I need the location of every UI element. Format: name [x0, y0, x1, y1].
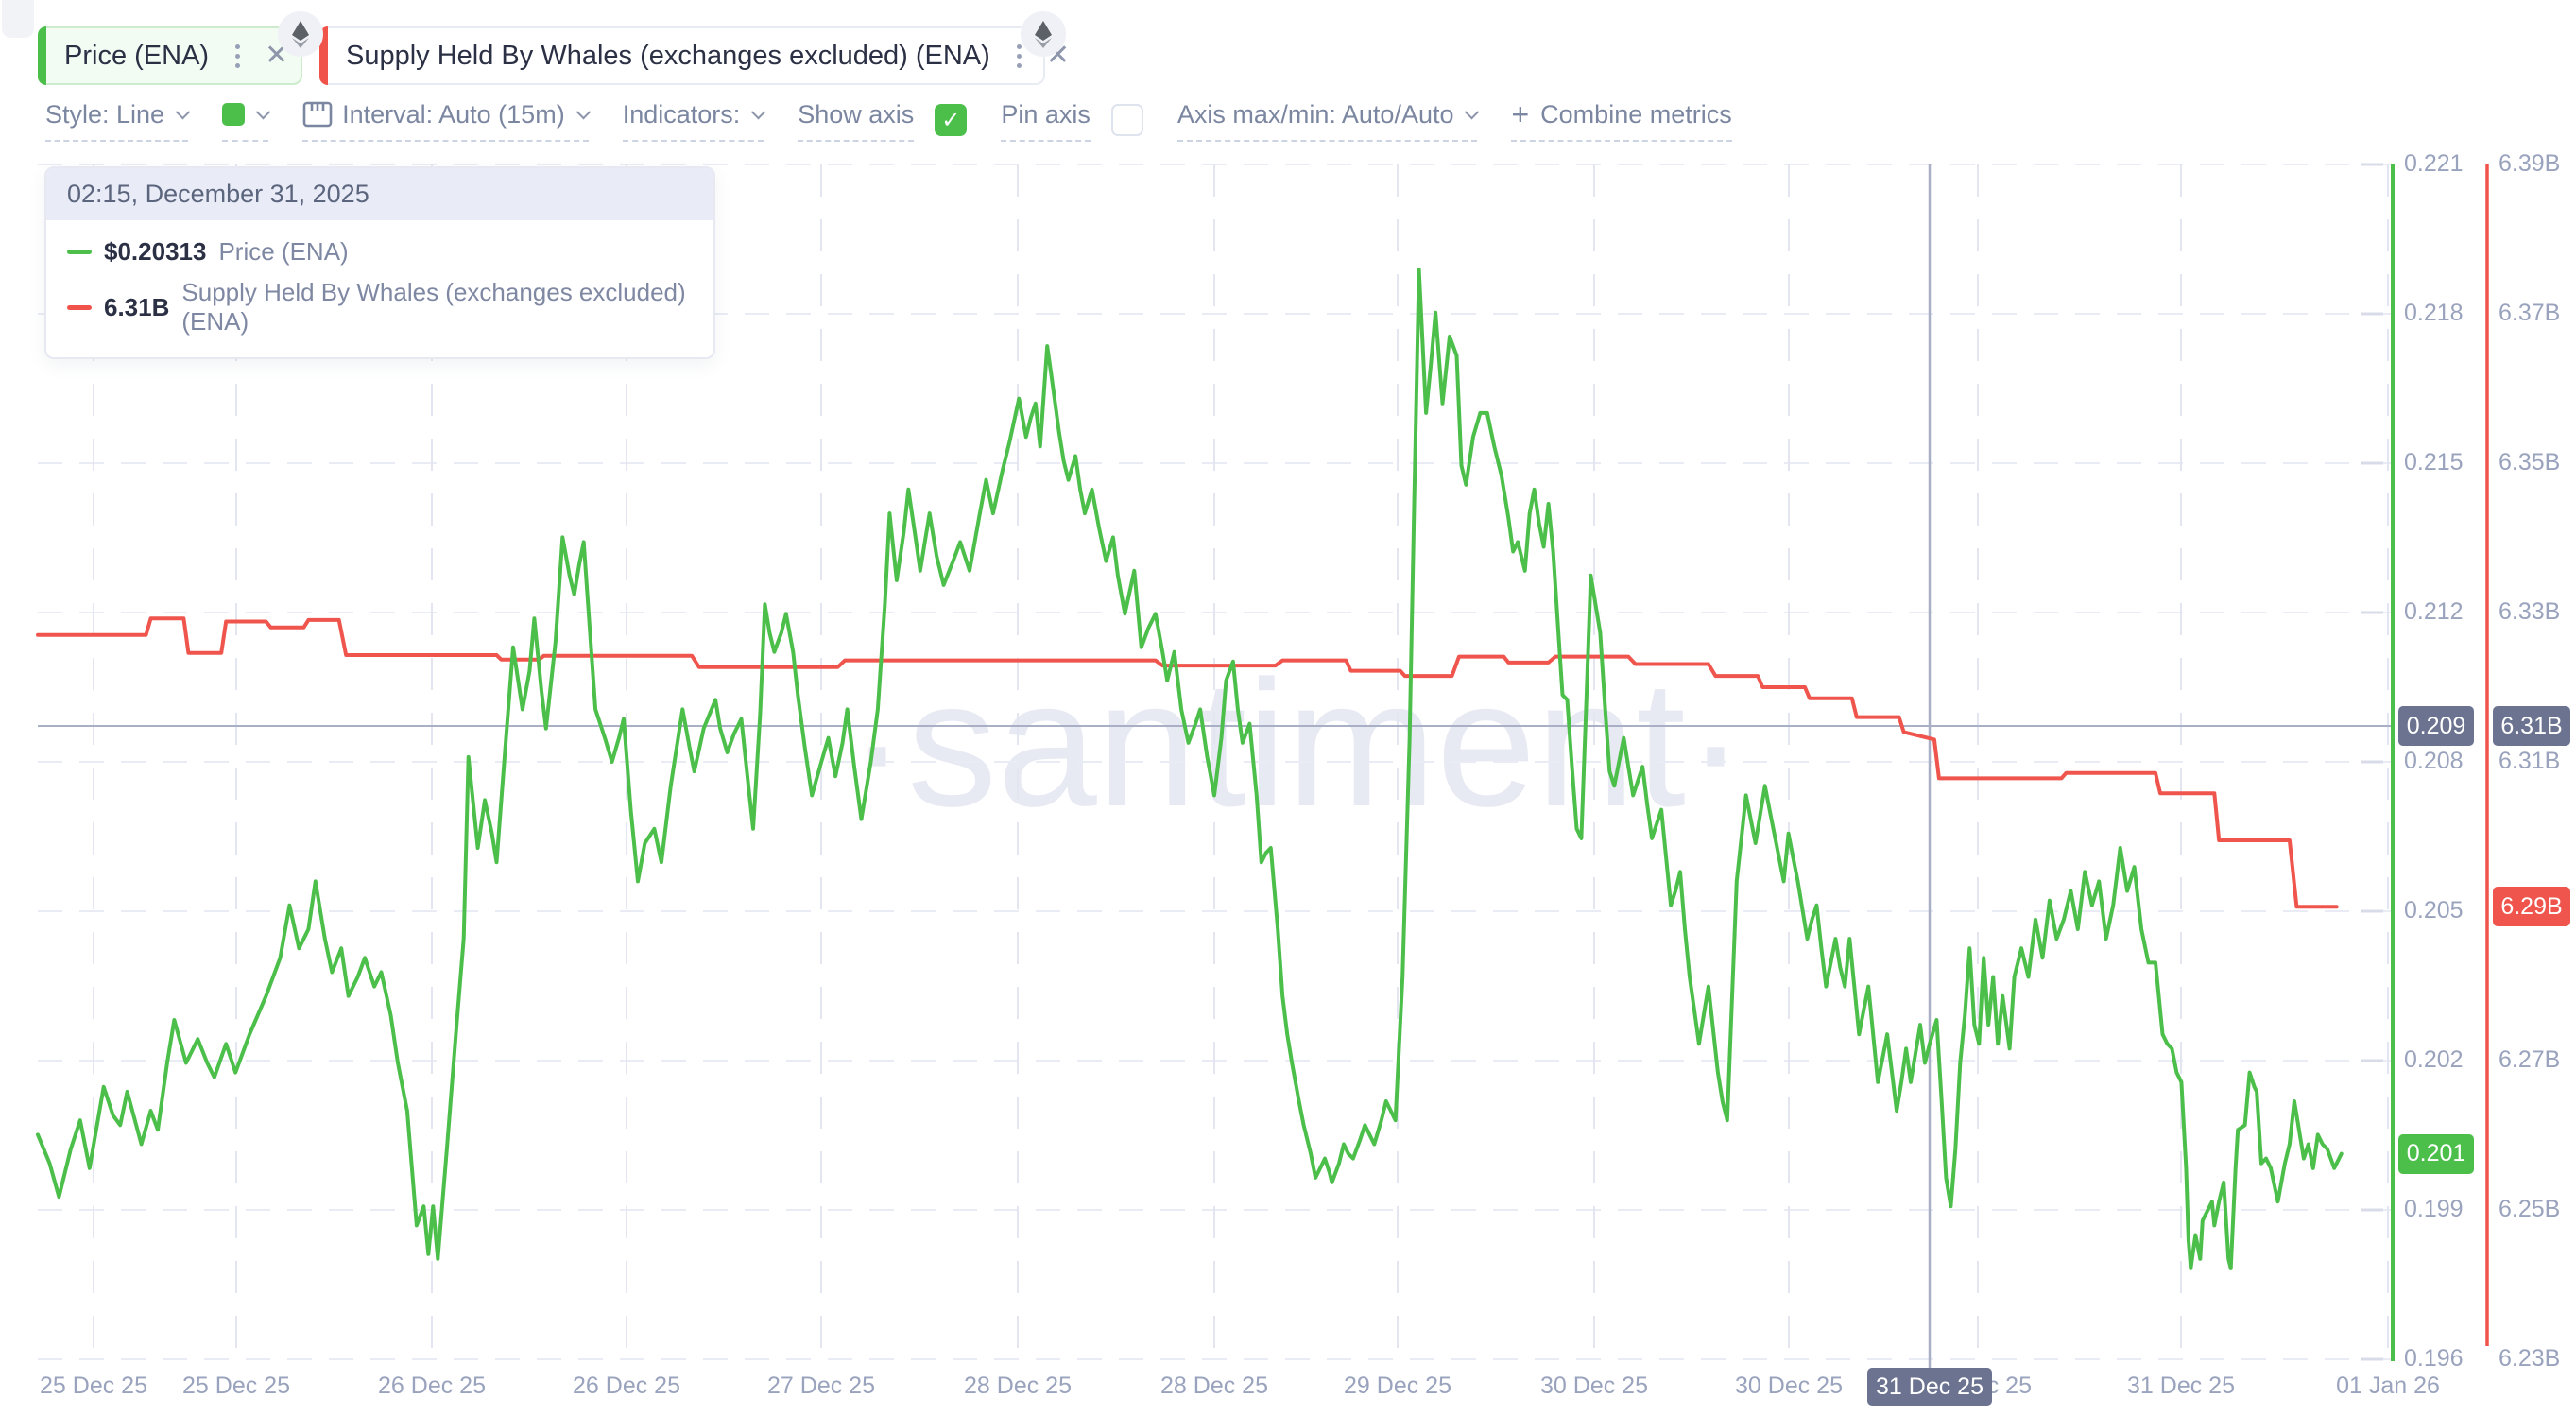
price-series-dash-icon: [67, 250, 92, 254]
interval-label: Interval: Auto (15m): [342, 99, 565, 129]
interval-dropdown[interactable]: Interval: Auto (15m): [302, 98, 591, 142]
tab-accent-bar: [38, 26, 46, 85]
indicators-dropdown[interactable]: Indicators:: [622, 98, 766, 142]
x-axis-label: 30 Dec 25: [1735, 1373, 1843, 1399]
x-axis-label: 01 Jan 26: [2336, 1373, 2440, 1399]
price-axis-label: 0.221: [2404, 150, 2464, 177]
x-axis-label: 29 Dec 25: [1344, 1373, 1451, 1399]
supply-axis-label: 6.27B: [2499, 1046, 2561, 1073]
price-axis-label: 0.218: [2404, 300, 2464, 326]
supply-series-dash-icon: [67, 304, 92, 310]
x-axis-label: 25 Dec 25: [40, 1373, 147, 1399]
chevron-down-icon: [750, 104, 766, 119]
santiment-watermark: ·santiment·: [848, 644, 1745, 844]
combine-metrics-label: Combine metrics: [1540, 99, 1732, 129]
tooltip-price-value: $0.20313: [104, 237, 207, 266]
show-axis-checkbox[interactable]: ✓: [935, 104, 968, 136]
x-axis-label: 30 Dec 25: [1540, 1373, 1648, 1399]
ethereum-icon: [1021, 11, 1066, 57]
supply-axis-label: 6.25B: [2499, 1196, 2561, 1222]
crosshair-price-badge: 0.209: [2398, 706, 2474, 746]
price-axis-label: 0.199: [2404, 1196, 2464, 1222]
chevron-down-icon: [575, 104, 591, 119]
supply-axis-label: 6.35B: [2499, 449, 2561, 475]
show-axis-control: Show axis ✓: [798, 98, 968, 142]
tab-price-ena[interactable]: Price (ENA) ✕: [38, 26, 302, 85]
axis-maxmin-dropdown[interactable]: Axis max/min: Auto/Auto: [1176, 98, 1480, 142]
indicators-label: Indicators:: [622, 99, 741, 129]
chevron-down-icon: [255, 104, 271, 119]
supply-axis-label: 6.31B: [2499, 748, 2561, 774]
kebab-menu-icon[interactable]: [1016, 43, 1022, 68]
tooltip-supply-value: 6.31B: [104, 292, 170, 321]
hover-tooltip: 02:15, December 31, 2025 $0.20313 Price …: [44, 166, 715, 359]
pin-axis-label: Pin axis: [1001, 98, 1091, 142]
price-last-value-badge: 0.201: [2398, 1133, 2474, 1174]
supply-axis-label: 6.23B: [2499, 1345, 2561, 1372]
style-label: Style: Line: [45, 99, 165, 129]
tab-label: Supply Held By Whales (exchanges exclude…: [346, 40, 990, 71]
x-axis-label: 31 Dec 25: [2127, 1373, 2235, 1399]
price-axis-label: 0.212: [2404, 598, 2464, 625]
tooltip-row-price: $0.20313 Price (ENA): [67, 237, 693, 267]
price-axis-label: 0.202: [2404, 1046, 2464, 1073]
chevron-down-icon: [175, 104, 191, 119]
tab-supply-whales[interactable]: Supply Held By Whales (exchanges exclude…: [319, 26, 1070, 85]
supply-axis-label: 6.33B: [2499, 598, 2561, 625]
x-axis-label: 28 Dec 25: [1160, 1373, 1268, 1399]
supply-last-value-badge: 6.29B: [2493, 887, 2570, 927]
supply-series-line: [36, 616, 2339, 909]
supply-axis-label: 6.37B: [2499, 300, 2561, 326]
show-axis-label: Show axis: [798, 98, 915, 142]
price-axis-label: 0.205: [2404, 897, 2464, 924]
tooltip-price-label: Price (ENA): [218, 237, 349, 266]
color-swatch-dropdown[interactable]: [222, 98, 271, 142]
x-axis-label: 28 Dec 25: [964, 1373, 1072, 1399]
plus-icon: +: [1511, 96, 1530, 131]
combine-metrics-button[interactable]: + Combine metrics: [1511, 96, 1732, 142]
corner-artifact: [2, 0, 34, 38]
style-dropdown[interactable]: Style: Line: [45, 98, 191, 142]
tooltip-row-supply: 6.31B Supply Held By Whales (exchanges e…: [67, 278, 693, 337]
chevron-down-icon: [1465, 104, 1480, 119]
price-axis-label: 0.215: [2404, 449, 2464, 475]
axis-maxmin-label: Axis max/min: Auto/Auto: [1176, 99, 1454, 129]
tooltip-supply-label: Supply Held By Whales (exchanges exclude…: [181, 278, 686, 336]
x-axis-label: 25 Dec 25: [182, 1373, 290, 1399]
series-color-swatch[interactable]: [222, 103, 246, 126]
crosshair-supply-badge: 6.31B: [2493, 706, 2570, 746]
x-axis-label: 26 Dec 25: [378, 1373, 486, 1399]
pin-axis-control: Pin axis: [1001, 98, 1143, 142]
ethereum-icon: [278, 11, 323, 57]
supply-axis-label: 6.39B: [2499, 150, 2561, 177]
price-series-line: [36, 268, 2344, 1270]
x-axis-label: 27 Dec 25: [767, 1373, 875, 1399]
pin-axis-checkbox[interactable]: [1110, 104, 1143, 136]
chart-toolbar: Style: Line Interval: Auto (15m) Indicat…: [45, 96, 1732, 142]
kebab-menu-icon[interactable]: [235, 43, 241, 68]
x-axis-label: 26 Dec 25: [573, 1373, 680, 1399]
crosshair-date-badge: 31 Dec 25: [1867, 1368, 1992, 1406]
tab-accent-bar: [319, 26, 328, 85]
price-axis-label: 0.208: [2404, 748, 2464, 774]
tab-label: Price (ENA): [64, 40, 210, 71]
price-axis-label: 0.196: [2404, 1345, 2464, 1372]
interval-ruler-icon: [302, 101, 333, 128]
tooltip-timestamp: 02:15, December 31, 2025: [46, 168, 713, 220]
